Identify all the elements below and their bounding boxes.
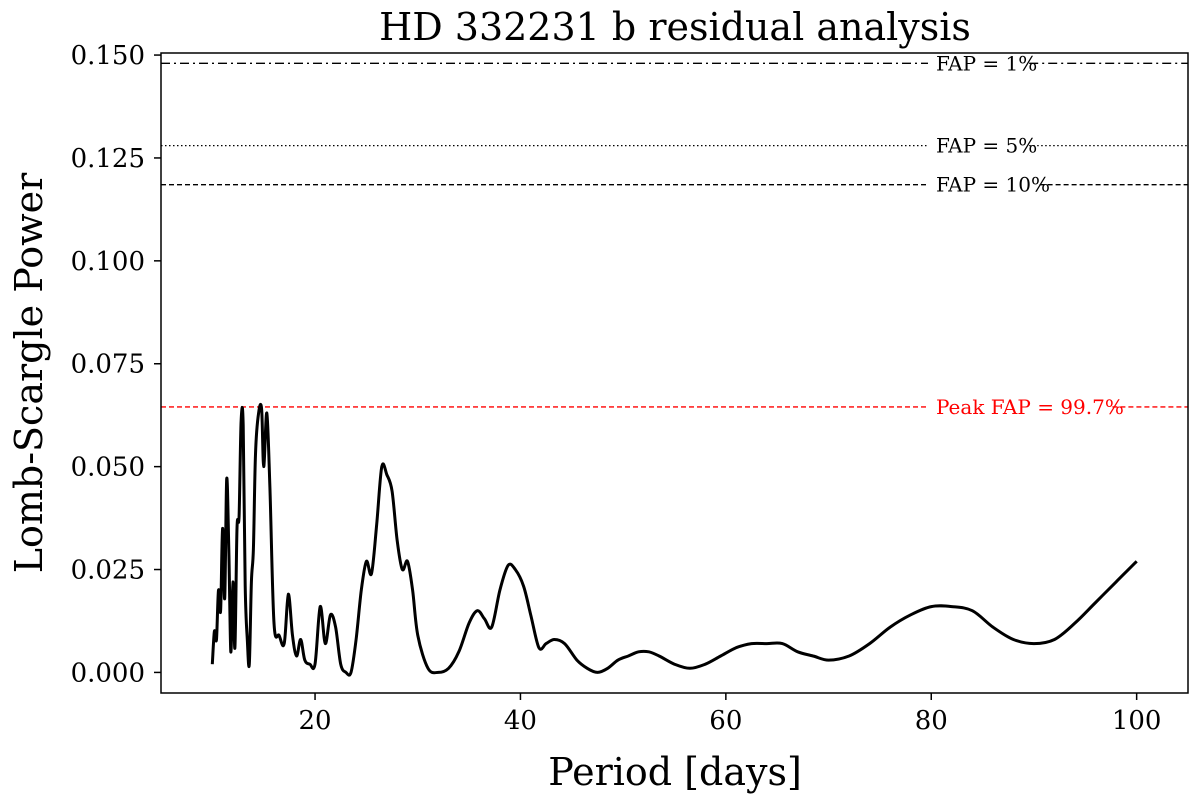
x-tick-label: 80 [915,706,948,736]
y-tick-label: 0.075 [71,350,145,380]
x-axis-ticks: 20 40 60 80 100 [299,693,1162,736]
y-tick-label: 0.100 [71,247,145,277]
threshold-label: Peak FAP = 99.7% [936,395,1124,419]
threshold-label: FAP = 10% [936,173,1050,197]
y-tick-label: 0.150 [71,41,145,71]
x-tick-label: 40 [504,706,537,736]
x-tick-label: 20 [299,706,332,736]
power-series-line [210,402,1138,677]
y-axis-ticks: 0.000 0.025 0.050 0.075 0.100 0.125 0.150 [71,41,161,688]
chart-title: HD 332231 b residual analysis [379,5,971,49]
y-axis-label: Lomb-Scargle Power [7,172,51,573]
y-tick-label: 0.125 [71,144,145,174]
x-tick-label: 60 [709,706,742,736]
x-axis-label: Period [days] [548,750,802,794]
threshold-lines: FAP = 1% FAP = 5% FAP = 10% Peak FAP = 99.7… [161,51,1188,419]
threshold-label: FAP = 1% [936,51,1037,75]
y-tick-label: 0.000 [71,658,145,688]
series-layer [210,402,1138,677]
threshold-label: FAP = 5% [936,134,1037,158]
y-tick-label: 0.025 [71,556,145,586]
x-tick-label: 100 [1112,706,1162,736]
plot-frame [160,52,1189,694]
y-tick-label: 0.050 [71,453,145,483]
